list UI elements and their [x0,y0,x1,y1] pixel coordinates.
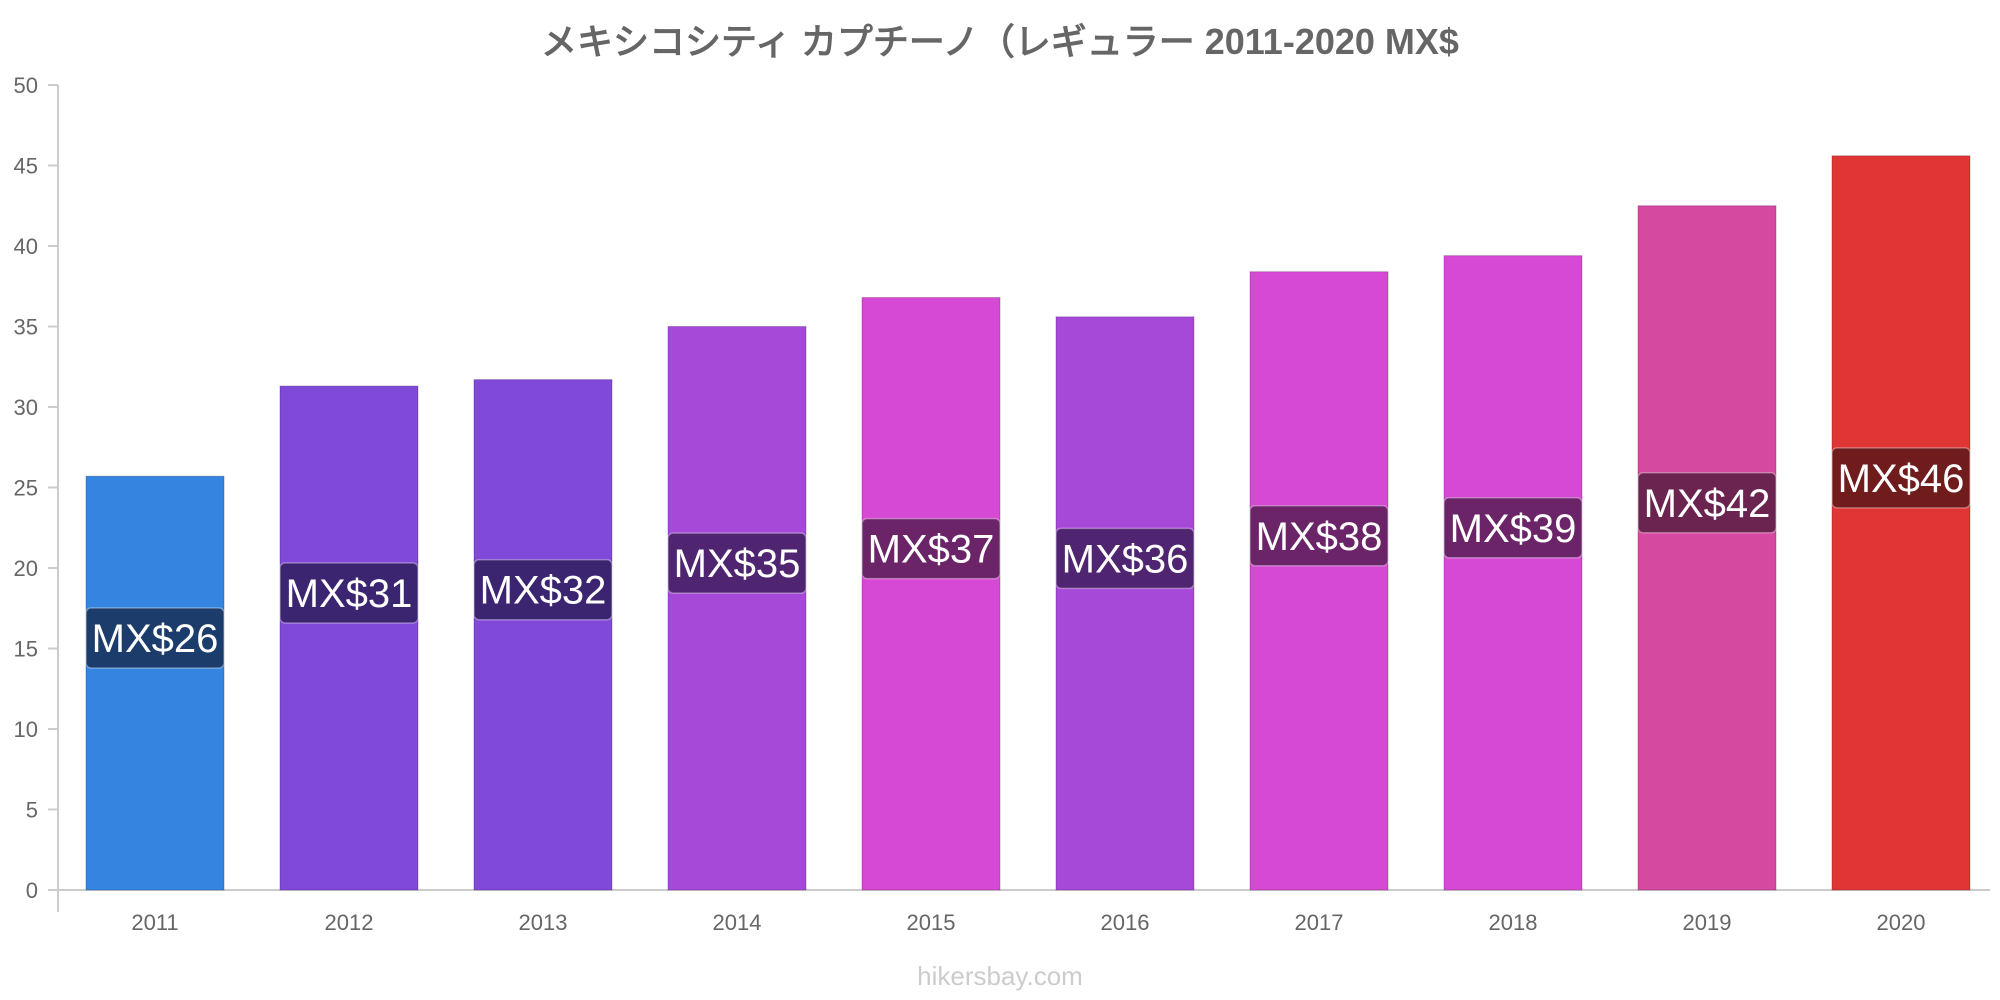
x-tick-label: 2014 [713,910,762,935]
data-label-2018: MX$39 [1450,507,1577,551]
data-label-2011: MX$26 [92,617,219,661]
data-label-box [1637,472,1777,534]
y-tick-label: 0 [26,878,38,903]
data-labels-group: MX$26 MX$31 MX$32 MX$35 MX$37 MX$36 MX$38 MX$39… [85,447,1971,669]
data-label-box [667,532,807,594]
bar-2017 [1249,271,1389,891]
data-label-2016: MX$36 [1062,537,1189,581]
data-label-2014: MX$35 [674,542,801,586]
bar-2015 [861,297,1001,891]
x-tick-label: 2019 [1683,910,1732,935]
chart-title: メキシコシティ カプチーノ（レギュラー 2011-2020 MX$ [541,21,1459,62]
data-label-box [1249,505,1389,567]
bar-2013 [473,379,613,891]
bar-2019 [1637,205,1777,891]
bar-2016 [1055,316,1195,891]
data-label-2015: MX$37 [868,528,995,572]
data-label-box [1443,497,1583,559]
watermark: hikersbay.com [917,961,1083,991]
x-tick-label: 2015 [907,910,956,935]
x-tick-label: 2012 [325,910,374,935]
data-label-box [1831,447,1971,509]
data-label-2020: MX$46 [1838,457,1965,501]
y-tick-label: 50 [14,73,38,98]
y-tick-label: 45 [14,154,38,179]
y-tick-label: 25 [14,476,38,501]
data-label-box [279,562,419,624]
bar-2011 [85,475,225,891]
y-tick-label: 15 [14,637,38,662]
data-label-2019: MX$42 [1644,482,1771,526]
y-tick-label: 10 [14,717,38,742]
x-tick-label: 2013 [519,910,568,935]
x-axis: 2011 2012 2013 2014 2015 2016 2017 2018 2019 2020 [58,889,1990,935]
data-label-box [473,558,613,621]
bar-2012 [279,385,419,891]
x-tick-label: 2018 [1489,910,1538,935]
y-tick-label: 35 [14,315,38,340]
bar-2014 [667,326,807,891]
x-tick-label: 2017 [1295,910,1344,935]
data-label-box [861,517,1001,580]
bars-group [85,155,1971,891]
y-tick-label: 40 [14,234,38,259]
y-tick-label: 30 [14,395,38,420]
data-label-box [85,607,225,669]
data-label-box [1055,527,1195,590]
bar-2020 [1831,155,1971,891]
data-label-2012: MX$31 [286,572,413,616]
data-label-2013: MX$32 [480,569,607,613]
x-tick-label: 2011 [131,910,178,935]
y-tick-label: 20 [14,556,38,581]
data-label-2017: MX$38 [1256,515,1383,559]
x-tick-label: 2016 [1101,910,1150,935]
y-axis: 0 5 10 15 20 25 30 35 40 45 50 [14,73,59,912]
x-tick-label: 2020 [1877,910,1926,935]
y-tick-label: 5 [26,798,38,823]
bar-2018 [1443,255,1583,891]
